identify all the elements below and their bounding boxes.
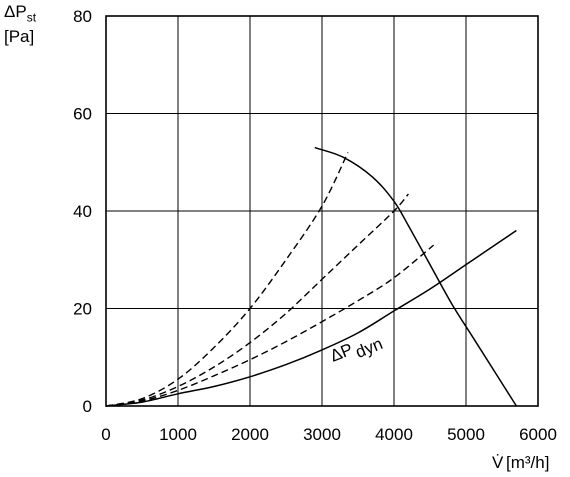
x-axis-symbol: V̇ bbox=[492, 453, 504, 472]
y-tick-label: 40 bbox=[73, 202, 92, 221]
x-tick-label: 6000 bbox=[519, 425, 557, 444]
dyn-annotation-subscript: dyn bbox=[353, 334, 386, 362]
y-axis-symbol: ΔP bbox=[4, 2, 27, 21]
x-axis-label: V̇ [m³/h] bbox=[492, 453, 549, 472]
y-tick-label: 60 bbox=[73, 105, 92, 124]
x-axis-unit: [m³/h] bbox=[506, 453, 549, 472]
system-curve-3 bbox=[105, 244, 435, 407]
x-tick-label: 5000 bbox=[447, 425, 485, 444]
series-layer bbox=[105, 146, 518, 407]
tick-layer: 0 1000 2000 3000 4000 5000 6000 0 20 40 60 80 bbox=[73, 7, 557, 444]
dyn-annotation: ΔP dyn bbox=[327, 334, 386, 366]
y-axis-unit: [Pa] bbox=[4, 27, 35, 47]
x-tick-label: 4000 bbox=[375, 425, 413, 444]
y-axis-label: ΔPst [Pa] bbox=[4, 2, 36, 47]
y-axis-subscript: st bbox=[26, 10, 37, 25]
x-tick-label: 1000 bbox=[159, 425, 197, 444]
dyn-annotation-text: ΔP bbox=[327, 340, 355, 366]
plot-frame bbox=[105, 15, 539, 407]
system-curve-2 bbox=[105, 193, 409, 407]
fan-curve-line bbox=[314, 146, 518, 407]
grid-layer bbox=[106, 16, 538, 406]
y-tick-label: 20 bbox=[73, 300, 92, 319]
x-tick-label: 3000 bbox=[303, 425, 341, 444]
y-tick-label: 0 bbox=[83, 397, 92, 416]
y-tick-label: 80 bbox=[73, 7, 92, 26]
x-tick-label: 0 bbox=[101, 425, 110, 444]
dynamic-pressure-line bbox=[105, 229, 517, 407]
system-curve-1 bbox=[105, 152, 349, 407]
x-tick-label: 2000 bbox=[231, 425, 269, 444]
